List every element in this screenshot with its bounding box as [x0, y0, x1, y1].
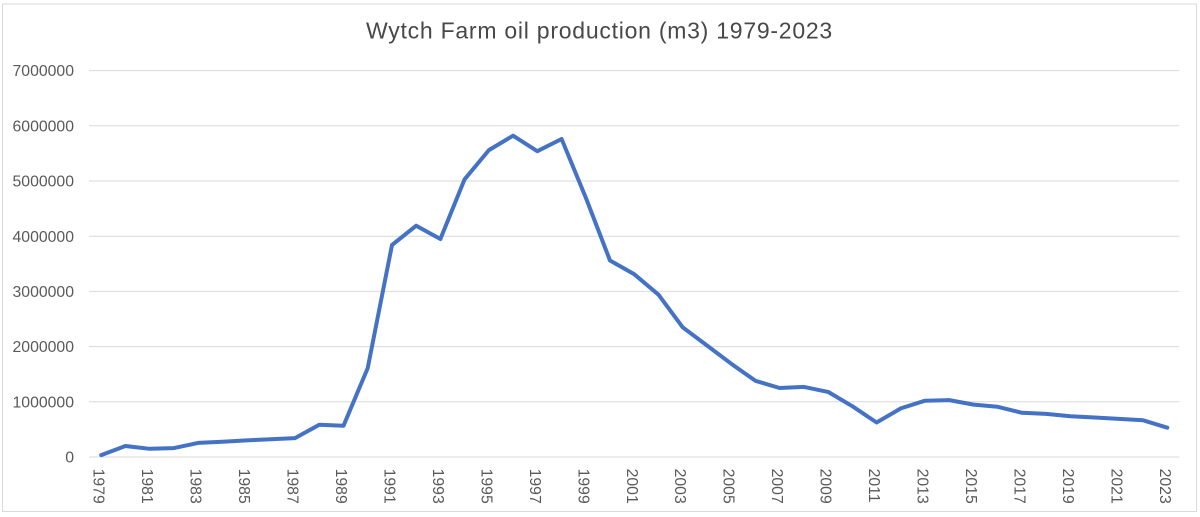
svg-text:3000000: 3000000: [13, 284, 75, 301]
svg-text:Wytch Farm oil production (m3): Wytch Farm oil production (m3) 1979-2023: [366, 18, 833, 44]
svg-text:1997: 1997: [526, 469, 543, 504]
svg-text:2007: 2007: [768, 469, 785, 504]
svg-text:1981: 1981: [138, 469, 155, 504]
svg-text:7000000: 7000000: [13, 63, 75, 80]
svg-text:2003: 2003: [671, 469, 688, 504]
svg-text:1989: 1989: [332, 469, 349, 504]
svg-text:4000000: 4000000: [13, 229, 75, 246]
svg-text:2015: 2015: [962, 469, 979, 504]
svg-text:0: 0: [65, 450, 74, 467]
svg-text:2009: 2009: [817, 469, 834, 504]
svg-text:1987: 1987: [284, 469, 301, 504]
svg-text:2013: 2013: [914, 469, 931, 504]
svg-text:5000000: 5000000: [13, 174, 75, 191]
svg-text:1985: 1985: [235, 469, 252, 504]
svg-text:2019: 2019: [1059, 469, 1076, 504]
svg-text:2023: 2023: [1156, 469, 1173, 504]
svg-text:2021: 2021: [1107, 469, 1124, 504]
svg-text:1993: 1993: [429, 469, 446, 504]
svg-text:2005: 2005: [720, 469, 737, 504]
svg-text:1991: 1991: [381, 469, 398, 504]
svg-text:1983: 1983: [187, 469, 204, 504]
svg-text:2011: 2011: [865, 469, 882, 503]
svg-text:1999: 1999: [574, 469, 591, 504]
svg-text:2000000: 2000000: [13, 339, 75, 356]
svg-text:1000000: 1000000: [13, 394, 75, 411]
svg-text:2017: 2017: [1010, 469, 1027, 504]
svg-text:6000000: 6000000: [13, 118, 75, 135]
svg-text:1995: 1995: [477, 469, 494, 504]
svg-text:1979: 1979: [90, 469, 107, 504]
svg-text:2001: 2001: [623, 469, 640, 504]
